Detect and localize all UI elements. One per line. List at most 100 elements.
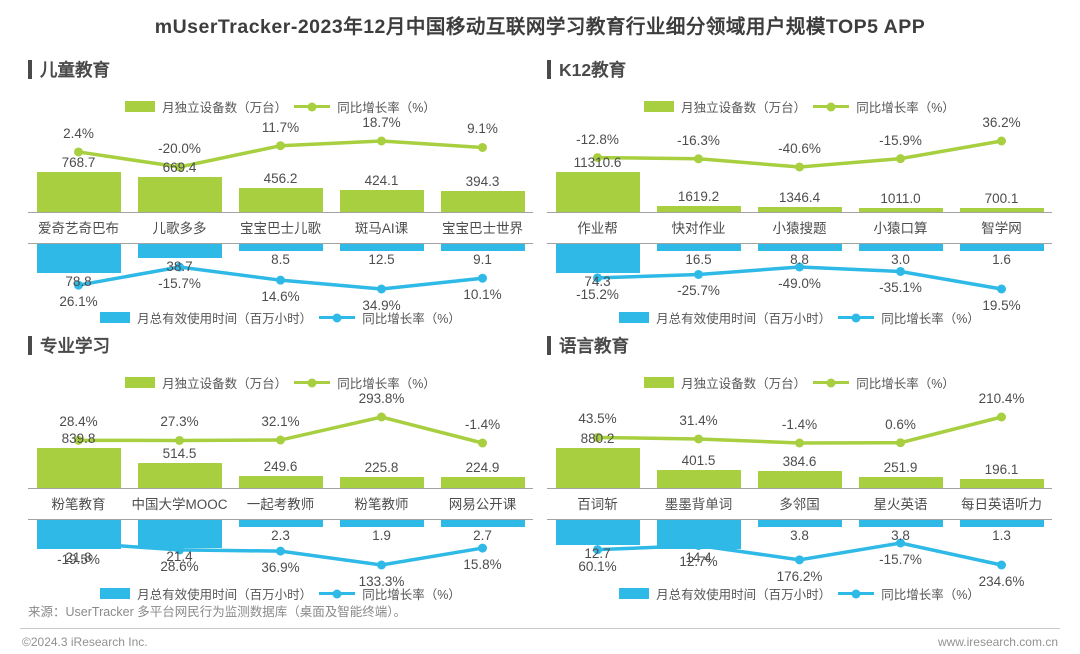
time-value-label: 21.4 [166, 549, 193, 565]
section-title: 儿童教育 [28, 57, 533, 82]
time-growth-line-marker [478, 543, 487, 553]
time-growth-line-marker [276, 546, 285, 556]
axis-baseline-top [28, 488, 533, 489]
time-value-label: 8.8 [790, 252, 809, 267]
app-name: 作业帮 [577, 221, 618, 236]
device-growth-line-marker [175, 162, 184, 172]
panel-children-education: 儿童教育 月独立设备数（万台） 同比增长率（%） 768.7 2.4% 爱奇艺奇巴布… [28, 57, 533, 333]
time-value-label: 12.5 [368, 252, 395, 267]
time-value-label: 8.5 [271, 252, 290, 267]
device-growth-line-marker [377, 136, 386, 146]
app-name: 粉笔教师 [354, 497, 409, 512]
time-bar-swatch [619, 588, 650, 599]
time-bar [757, 519, 842, 527]
time-growth-line-marker [175, 545, 184, 555]
device-value-label: 224.9 [465, 460, 500, 476]
time-value-label: 2.3 [271, 528, 290, 543]
time-growth-label: 176.2% [776, 568, 823, 584]
device-growth-label: 28.4% [59, 414, 98, 430]
time-growth-label: 14.6% [261, 289, 300, 305]
device-growth-line-marker [997, 412, 1006, 422]
legend-top: 月独立设备数（万台） 同比增长率（%） [28, 373, 533, 392]
device-bar [656, 206, 741, 212]
app-name: 小猿搜题 [772, 221, 827, 236]
growth-legend-label: 同比增长率（%） [337, 101, 436, 115]
app-name: 爱奇艺奇巴布 [38, 221, 119, 236]
section-title: K12教育 [547, 57, 1052, 82]
app-name: 宝宝巴士世界 [442, 221, 523, 236]
time-value-label: 12.7 [584, 546, 611, 562]
time-value-label: 3.8 [891, 528, 910, 543]
time-growth-line-marker [478, 273, 487, 283]
device-growth-label: 43.5% [578, 411, 617, 427]
legend-bottom: 月总有效使用时间（百万小时） 同比增长率（%） [547, 584, 1052, 603]
time-growth-label: 36.9% [261, 560, 300, 576]
device-bar [238, 476, 323, 488]
combo-chart-children-education: 768.7 2.4% 爱奇艺奇巴布 78.8 26.1% 669.4 -20.0% 儿歌多多 3… [28, 115, 533, 313]
time-bar [440, 519, 525, 527]
device-value-label: 1619.2 [677, 189, 720, 205]
device-growth-label: 2.4% [63, 125, 94, 141]
time-growth-label: 12.7% [679, 554, 718, 570]
device-growth-label: -16.3% [677, 132, 720, 148]
time-legend-label: 月总有效使用时间（百万小时） [656, 588, 832, 602]
time-value-label: 21.8 [65, 550, 92, 565]
time-bar [440, 243, 525, 251]
device-value-label: 1346.4 [778, 190, 821, 206]
time-bar [757, 243, 842, 251]
time-growth-label: -15.2% [576, 286, 619, 302]
time-value-label: 1.3 [992, 528, 1011, 543]
time-legend-label: 月总有效使用时间（百万小时） [656, 312, 832, 326]
time-growth-label: 234.6% [978, 574, 1025, 589]
axis-baseline-bottom [547, 519, 1052, 520]
copyright-text: ©2024.3 iResearch Inc. [22, 635, 148, 649]
axis-baseline-top [547, 212, 1052, 213]
app-name: 宝宝巴士儿歌 [240, 221, 321, 236]
devices-legend-label: 月独立设备数（万台） [681, 101, 807, 115]
device-value-label: 514.5 [162, 446, 197, 462]
axis-baseline-bottom [28, 519, 533, 520]
line-dot-icon [851, 589, 861, 598]
time-growth-label: 10.1% [463, 287, 502, 303]
line-dot-icon [332, 313, 342, 322]
device-growth-line-marker [694, 154, 703, 164]
line-dot-icon [826, 102, 836, 111]
device-value-label: 394.3 [465, 174, 500, 190]
time-growth-line-marker [74, 280, 83, 290]
time-growth-line-marker [997, 284, 1006, 294]
panel-professional-learning: 专业学习 月独立设备数（万台） 同比增长率（%） 839.8 28.4% 粉笔教育 2… [28, 333, 533, 609]
device-value-label: 880.2 [580, 431, 615, 446]
growth-line-symbol [838, 589, 875, 598]
device-growth-label: -1.4% [781, 417, 818, 432]
device-growth-label: 210.4% [978, 391, 1025, 406]
legend-bottom: 月总有效使用时间（百万小时） 同比增长率（%） [28, 584, 533, 603]
device-bar [36, 448, 121, 488]
device-growth-line-marker [593, 153, 602, 163]
axis-baseline-top [28, 212, 533, 213]
time-value-label: 38.7 [166, 258, 193, 274]
device-value-label: 384.6 [782, 453, 817, 469]
combo-chart-language-education: 880.2 43.5% 百词斩 12.7 60.1% 401.5 31.4% 墨墨背单词 14.… [547, 391, 1052, 589]
time-growth-label: 15.8% [463, 557, 502, 573]
time-bar [36, 243, 121, 273]
section-accent-bar [28, 60, 32, 79]
time-growth-line-marker [896, 538, 905, 548]
website-link[interactable]: www.iresearch.com.cn [937, 635, 1058, 649]
device-growth-line-marker [694, 434, 703, 444]
device-growth-line-marker [377, 412, 386, 422]
time-growth-label: 19.5% [982, 298, 1021, 313]
device-growth-label: 11.7% [261, 119, 300, 135]
device-growth-line-marker [593, 432, 602, 442]
device-bar [339, 189, 424, 212]
time-growth-line-marker [795, 262, 804, 272]
time-bar [555, 519, 640, 546]
device-growth-label: -20.0% [158, 141, 201, 156]
device-bar [858, 208, 943, 212]
device-growth-line-marker [896, 438, 905, 448]
device-growth-line-marker [74, 435, 83, 445]
device-bar [959, 208, 1044, 212]
device-growth-label: -15.9% [879, 132, 922, 148]
axis-baseline-bottom [547, 243, 1052, 244]
time-growth-line-marker [896, 266, 905, 276]
time-growth-label: -15.7% [158, 276, 201, 291]
